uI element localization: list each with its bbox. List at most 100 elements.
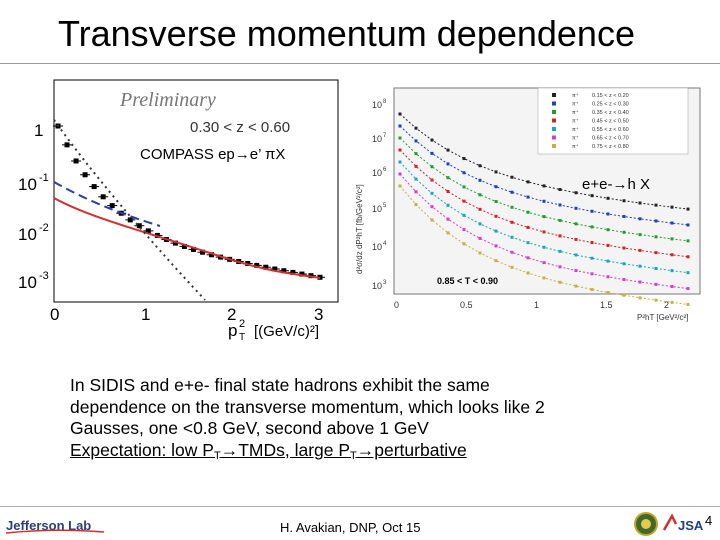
epem-data-point <box>398 172 402 176</box>
expectation-text: →TMDs, large P <box>220 439 351 460</box>
legend-prefix: π⁺ <box>572 135 579 142</box>
body-line: Gausses, one <0.8 GeV, second above 1 Ge… <box>70 418 429 438</box>
epem-data-point <box>542 261 546 265</box>
legend-swatch <box>552 135 556 140</box>
epem-data-point <box>574 253 578 257</box>
compass-data-point <box>136 223 142 229</box>
legend-label: 0.45 < z < 0.50 <box>592 119 629 125</box>
epem-data-point <box>494 200 498 204</box>
epem-data-point <box>590 194 594 198</box>
compass-gauss-low-curve <box>53 181 161 227</box>
compass-data-point <box>209 252 215 258</box>
epem-data-point <box>414 126 418 130</box>
legend-swatch <box>552 118 556 123</box>
epem-data-point <box>686 271 690 275</box>
epem-series <box>398 112 690 306</box>
compass-data-point <box>100 194 106 200</box>
epem-data-point <box>526 195 530 199</box>
title-divider <box>0 63 720 64</box>
epem-data-point <box>510 205 514 209</box>
y-tick-label: 10 <box>372 242 382 252</box>
epem-data-point <box>478 207 482 211</box>
y-tick-label: 10 <box>18 225 37 244</box>
epem-data-point <box>638 233 642 237</box>
epem-data-point <box>670 205 674 209</box>
epem-data-point <box>414 190 418 194</box>
epem-data-point <box>654 282 658 286</box>
x-tick-label: 2 <box>227 305 236 324</box>
compass-data-point <box>127 217 133 223</box>
epem-data-point <box>398 160 402 164</box>
y-tick-exponent: 7 <box>383 133 387 139</box>
epem-data-point <box>462 213 466 217</box>
compass-data-point <box>172 240 178 246</box>
epem-data-point <box>574 269 578 273</box>
y-tick-label: 10 <box>372 134 382 144</box>
epem-data-point <box>606 291 610 295</box>
epem-data-point <box>558 249 562 253</box>
epem-legend <box>537 87 689 155</box>
y-tick-label: 10 <box>372 100 382 110</box>
y-tick-exponent: 4 <box>383 241 387 247</box>
epem-data-point <box>478 251 482 255</box>
epem-data-point <box>670 269 674 273</box>
x-axis-label-sup: 2 <box>239 318 245 330</box>
epem-data-point <box>430 218 434 222</box>
body-line: dependence on the transverse momentum, w… <box>70 396 545 417</box>
compass-data-point <box>200 249 206 255</box>
x-tick-label: 0 <box>394 300 399 310</box>
epem-data-point <box>526 256 530 260</box>
jlab-logo-text: Jefferson Lab <box>6 518 91 533</box>
y-tick-exponent: -2 <box>39 222 49 234</box>
epem-data-point <box>446 148 450 152</box>
t-range-label: 0.85 < T < 0.90 <box>437 276 498 286</box>
epem-data-point <box>510 235 514 239</box>
epem-data-point <box>446 231 450 235</box>
epem-data-point <box>494 229 498 233</box>
legend-label: 0.25 < z < 0.30 <box>592 102 629 108</box>
epem-data-point <box>558 218 562 222</box>
x-axis-unit: [(GeV/c)²] <box>254 323 319 340</box>
subscript-t: T <box>350 449 357 462</box>
epem-data-point <box>510 190 514 194</box>
epem-data-point <box>430 205 434 209</box>
x-axis-label-sub: T <box>239 332 245 340</box>
legend-swatch <box>552 110 556 114</box>
expectation-line: Expectation: low PT→TMDs, large PT→pertu… <box>70 440 630 468</box>
x-tick-label: 0 <box>50 305 59 324</box>
epem-data-point <box>414 203 418 207</box>
x-tick-label: 1 <box>534 300 539 310</box>
y-tick-label: 10 <box>372 204 382 214</box>
epem-data-point <box>574 206 578 210</box>
legend-label: 0.35 < z < 0.40 <box>592 110 629 116</box>
epem-data-point <box>478 178 482 182</box>
epem-data-point <box>638 201 642 205</box>
compass-data-point <box>272 266 278 272</box>
epem-data-point <box>574 237 578 241</box>
epem-data-point <box>542 245 546 249</box>
jsa-logo-text: JSA <box>678 518 704 533</box>
y-tick-exponent: 6 <box>383 167 387 173</box>
epem-data-point <box>414 164 418 168</box>
legend-swatch <box>552 101 556 106</box>
epem-data-point <box>622 199 626 203</box>
epem-data-point <box>670 237 674 241</box>
epem-data-point <box>606 243 610 247</box>
epem-data-point <box>542 215 546 219</box>
compass-data-point <box>181 243 187 249</box>
legend-prefix: π⁺ <box>572 92 579 99</box>
legend-swatch <box>552 93 556 97</box>
compass-data-point <box>73 158 79 164</box>
epem-data-point <box>510 175 514 179</box>
epem-data-point <box>526 271 530 275</box>
epem-data-point <box>654 219 658 223</box>
epem-data-point <box>622 293 626 297</box>
preliminary-label: Preliminary <box>119 89 216 111</box>
epem-data-point <box>686 287 690 291</box>
expectation-text: Expectation: low P <box>70 439 214 460</box>
legend-label: 0.15 < z < 0.20 <box>592 93 629 99</box>
compass-data-point <box>109 203 115 209</box>
legend-label: 0.65 < z < 0.70 <box>592 136 629 142</box>
epem-data-point <box>590 241 594 245</box>
epem-data-point <box>542 276 546 280</box>
